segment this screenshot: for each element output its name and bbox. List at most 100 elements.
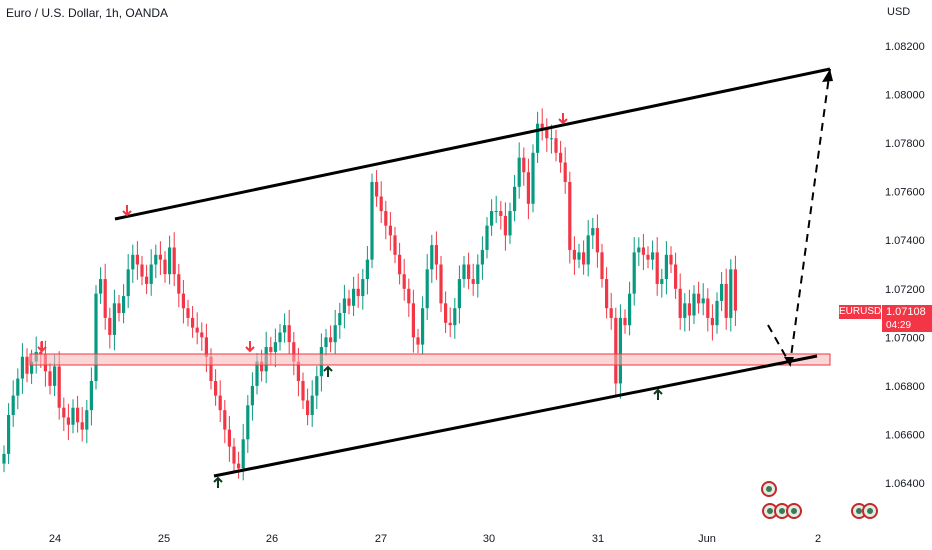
candle-body (655, 252, 659, 284)
candle-body (467, 264, 471, 280)
candle-body (411, 303, 415, 338)
candle-body (269, 347, 273, 352)
candle-body (701, 298, 705, 304)
projection-path (767, 68, 831, 368)
candle-body (250, 385, 254, 406)
candle-body (554, 138, 558, 153)
candle-body (214, 381, 218, 396)
candle-body (306, 400, 310, 416)
candle-body (172, 247, 176, 275)
candle-body (457, 279, 461, 309)
candle-body (287, 325, 291, 343)
candle-body (135, 254, 139, 265)
candle-body (462, 264, 466, 280)
price-tag-symbol: EURUSD (839, 305, 882, 319)
candle-body (108, 317, 112, 335)
candle-body (563, 162, 567, 182)
candle-body (499, 211, 503, 216)
candle-body (122, 296, 126, 314)
candle-body (674, 264, 678, 289)
candle-body (89, 381, 93, 411)
candle-body (140, 264, 144, 277)
candle-body (545, 128, 549, 139)
candle-body (595, 228, 599, 253)
economic-event-icon[interactable] (761, 481, 777, 497)
candle-body (407, 288, 411, 304)
candle-body (62, 407, 66, 418)
candle-body (402, 274, 406, 289)
candle-body (669, 254, 673, 265)
economic-event-icon[interactable] (862, 503, 878, 519)
candle-body (76, 407, 80, 423)
candle-body (430, 245, 434, 270)
candle-body (577, 252, 581, 260)
candle-body (11, 395, 15, 416)
candle-body (618, 317, 622, 384)
economic-event-icon[interactable] (786, 503, 802, 519)
candle-body (232, 446, 236, 464)
candle-body (651, 252, 655, 260)
candle-body (480, 249, 484, 265)
candle-body (448, 322, 452, 326)
candle-body (260, 361, 264, 372)
candle-body (154, 254, 158, 265)
candle-body (361, 279, 365, 297)
candle-body (329, 337, 333, 343)
candle-body (623, 317, 627, 326)
x-tick-label: 31 (592, 533, 604, 545)
y-tick-label: 1.08000 (885, 90, 925, 102)
last-price-tag: EURUSD 1.07108 04:29 (839, 305, 932, 332)
x-tick-label: 2 (815, 533, 821, 545)
candle-body (352, 288, 356, 306)
candle-body (39, 351, 43, 355)
chart-title: Euro / U.S. Dollar, 1h, OANDA (6, 6, 169, 20)
candle-body (324, 337, 328, 348)
candle-body (485, 225, 489, 250)
candle-body (158, 254, 162, 260)
candle-body (99, 279, 103, 294)
y-tick-label: 1.06400 (885, 478, 925, 490)
down-arrow-marker (558, 113, 568, 125)
candle-body (200, 332, 204, 338)
candle-body (315, 376, 319, 396)
candle-body (531, 152, 535, 204)
candle-body (706, 298, 710, 318)
candle-body (416, 337, 420, 345)
candle-body (347, 298, 351, 306)
candle-body (664, 254, 668, 280)
y-tick-label: 1.08200 (885, 41, 925, 53)
candles (2, 108, 737, 481)
y-tick-label: 1.07000 (885, 332, 925, 344)
candle-body (444, 303, 448, 323)
candle-body (678, 288, 682, 318)
candle-body (490, 211, 494, 226)
y-tick-label: 1.06800 (885, 381, 925, 393)
candle-body (80, 422, 84, 430)
down-arrow-marker (245, 341, 255, 353)
candle-body (365, 259, 369, 280)
candle-body (517, 157, 521, 187)
candle-body (163, 259, 167, 275)
candle-body (632, 252, 636, 294)
candle-body (181, 293, 185, 309)
candle-body (112, 303, 116, 335)
candle-body (379, 196, 383, 212)
candle-body (370, 181, 374, 260)
candle-body (425, 269, 429, 309)
candle-body (375, 181, 379, 197)
candle-body (246, 405, 250, 440)
candle-body (697, 293, 701, 304)
candle-body (145, 276, 149, 284)
currency-label: USD (887, 6, 911, 18)
candle-body (310, 395, 314, 416)
price-tag-value: 1.07108 (882, 305, 932, 319)
down-arrow-marker (37, 341, 47, 353)
candle-body (168, 247, 172, 275)
candle-body (393, 235, 397, 255)
candle-body (255, 361, 259, 386)
upper-channel-line (114, 67, 831, 221)
y-tick-label: 1.06600 (885, 429, 925, 441)
candle-body (333, 325, 337, 343)
candle-body (342, 298, 346, 314)
